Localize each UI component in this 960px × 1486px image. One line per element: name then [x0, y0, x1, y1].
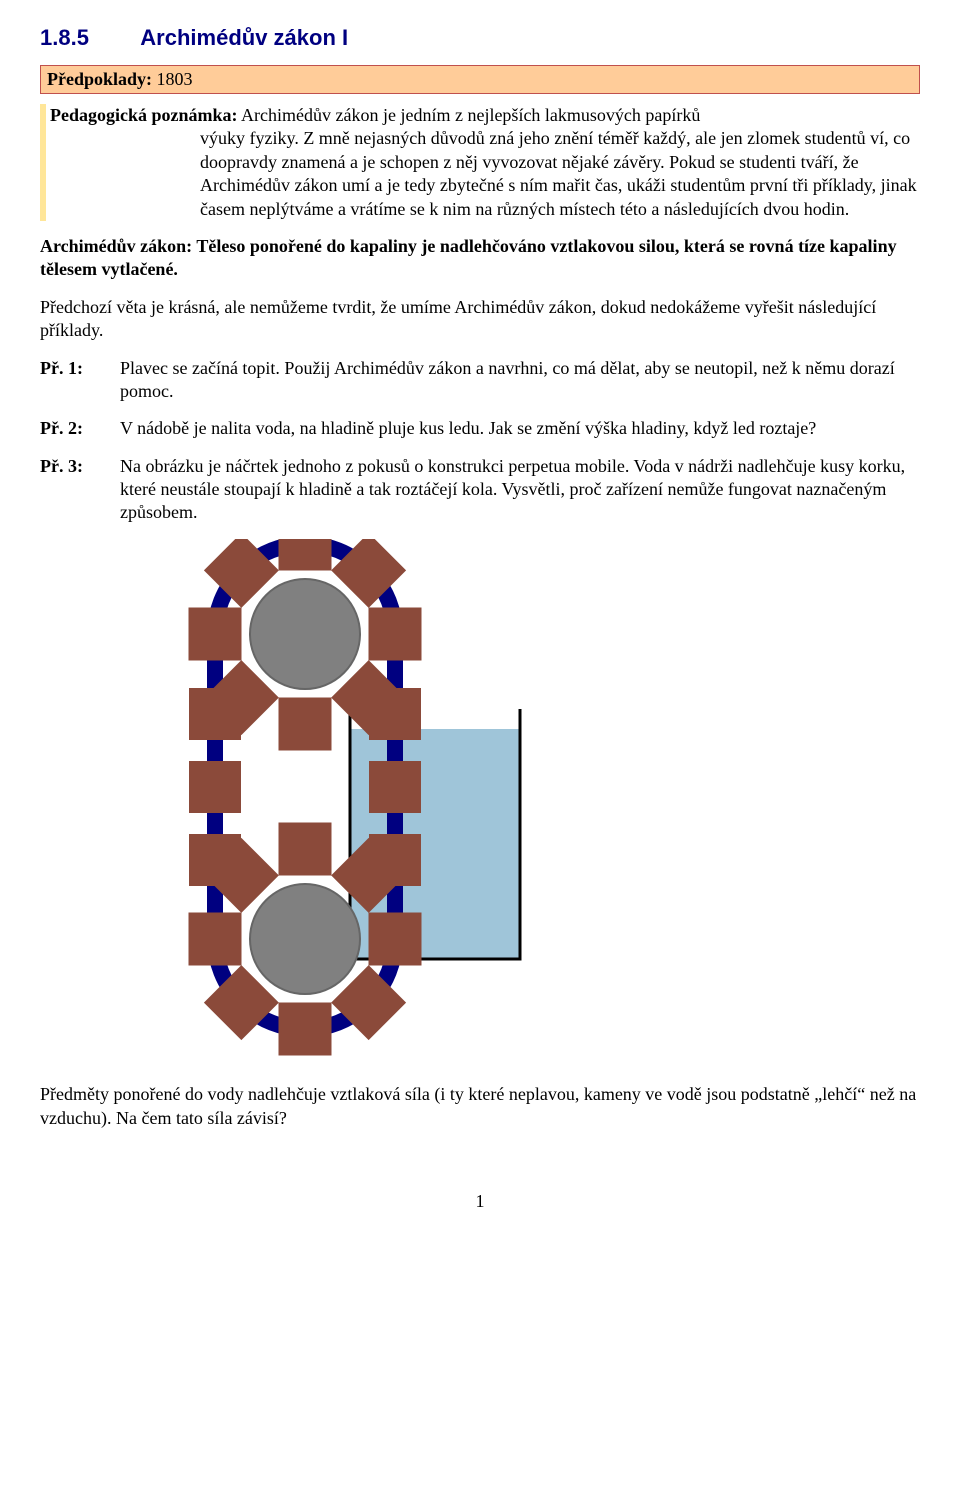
example-3: Př. 3: Na obrázku je náčrtek jednoho z p…: [40, 455, 920, 525]
closing-question: Předměty ponořené do vody nadlehčuje vzt…: [40, 1083, 920, 1130]
example-1-label: Př. 1:: [40, 357, 120, 404]
example-1-text: Plavec se začíná topit. Použij Archimédů…: [120, 357, 920, 404]
example-2-label: Př. 2:: [40, 417, 120, 440]
prerequisites-label: Předpoklady:: [47, 69, 152, 89]
note-label: Pedagogická poznámka:: [50, 105, 238, 125]
note-text-lead: Archimédův zákon je jedním z nejlepších …: [241, 105, 700, 125]
archimedes-law-statement: Archimédův zákon: Těleso ponořené do kap…: [40, 235, 920, 282]
section-number: 1.8.5: [40, 24, 135, 53]
example-3-label: Př. 3:: [40, 455, 120, 525]
example-2: Př. 2: V nádobě je nalita voda, na hladi…: [40, 417, 920, 440]
perpetuum-mobile-diagram: [130, 539, 920, 1065]
example-3-text: Na obrázku je náčrtek jednoho z pokusů o…: [120, 455, 920, 525]
prerequisites-value: 1803: [157, 69, 193, 89]
section-heading: 1.8.5 Archimédův zákon I: [40, 24, 920, 53]
note-text-body: výuky fyziky. Z mně nejasných důvodů zná…: [200, 127, 920, 221]
prerequisites-bar: Předpoklady: 1803: [40, 65, 920, 94]
example-2-text: V nádobě je nalita voda, na hladině pluj…: [120, 417, 920, 440]
page-number: 1: [40, 1190, 920, 1213]
section-title: Archimédův zákon I: [140, 25, 348, 50]
intro-paragraph: Předchozí věta je krásná, ale nemůžeme t…: [40, 296, 920, 343]
example-1: Př. 1: Plavec se začíná topit. Použij Ar…: [40, 357, 920, 404]
pedagogical-note: Pedagogická poznámka: Archimédův zákon j…: [40, 104, 920, 221]
